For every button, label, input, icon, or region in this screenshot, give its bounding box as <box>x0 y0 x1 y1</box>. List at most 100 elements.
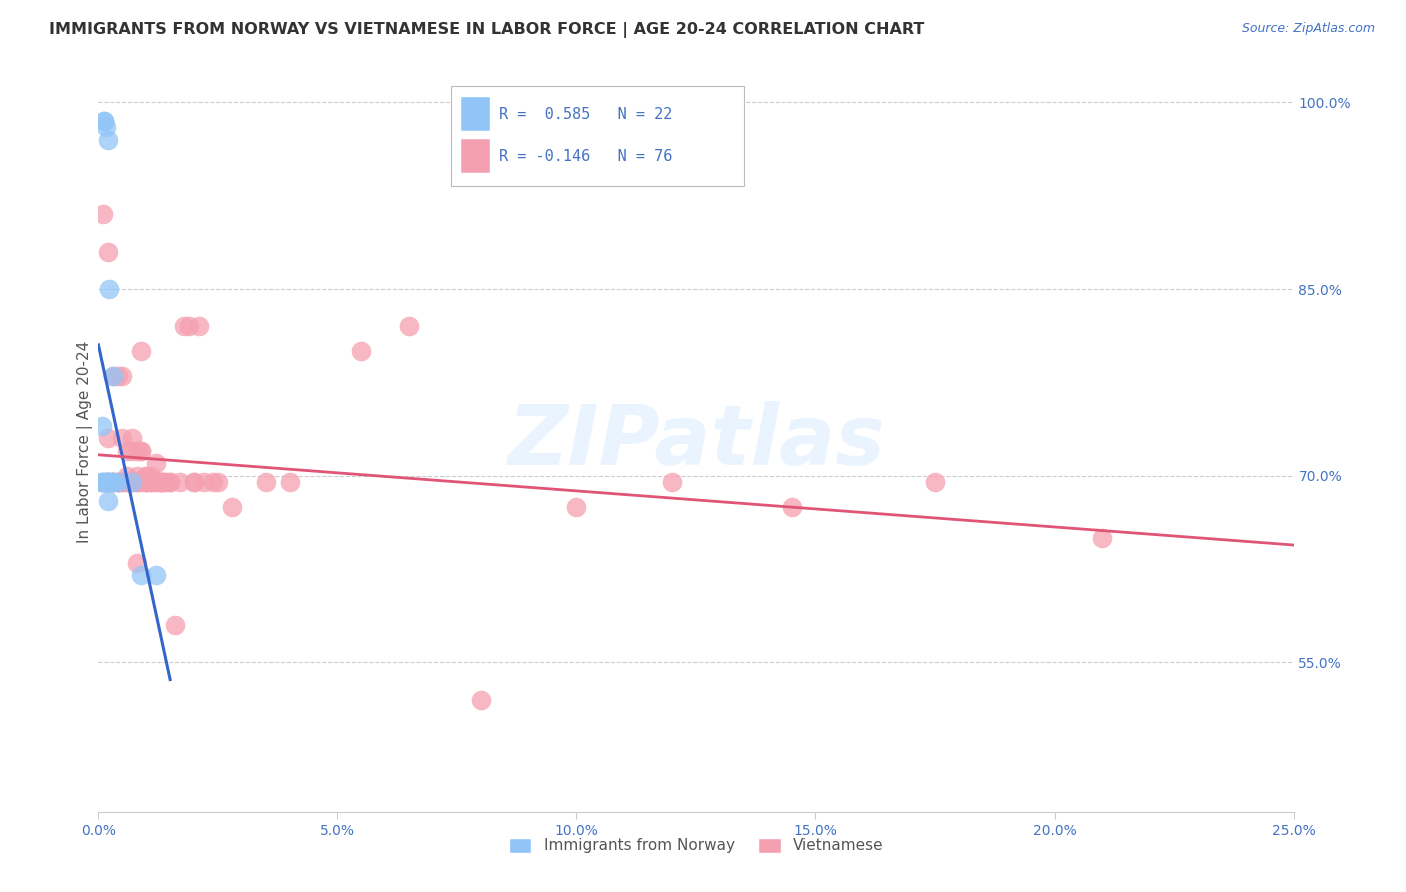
Point <box>111 369 134 384</box>
Text: R = -0.146   N = 76: R = -0.146 N = 76 <box>499 149 672 164</box>
Point <box>98 475 122 489</box>
Point <box>107 475 129 489</box>
Point <box>202 475 225 489</box>
Point <box>131 475 153 489</box>
Text: ZIPatlas: ZIPatlas <box>508 401 884 482</box>
Point <box>94 120 117 135</box>
Point <box>101 475 124 489</box>
Point <box>135 475 157 489</box>
Point <box>125 556 148 570</box>
FancyBboxPatch shape <box>461 97 491 130</box>
Point <box>101 475 124 489</box>
Point <box>97 493 120 508</box>
Point <box>135 475 157 489</box>
Y-axis label: In Labor Force | Age 20-24: In Labor Force | Age 20-24 <box>77 341 93 542</box>
Point <box>111 475 134 489</box>
Point <box>565 500 588 514</box>
Point <box>135 468 157 483</box>
Point <box>145 475 167 489</box>
Point <box>179 319 201 334</box>
Point <box>131 443 153 458</box>
FancyBboxPatch shape <box>451 87 744 186</box>
Point <box>139 475 162 489</box>
Point <box>125 475 148 489</box>
Point <box>780 500 803 514</box>
Point <box>149 475 172 489</box>
Point <box>111 432 134 446</box>
Point <box>115 443 138 458</box>
Point <box>173 319 195 334</box>
Text: IMMIGRANTS FROM NORWAY VS VIETNAMESE IN LABOR FORCE | AGE 20-24 CORRELATION CHAR: IMMIGRANTS FROM NORWAY VS VIETNAMESE IN … <box>49 22 925 38</box>
Point <box>207 475 229 489</box>
Point <box>1091 531 1114 545</box>
Point <box>107 475 129 489</box>
Point <box>183 475 205 489</box>
Point <box>159 475 181 489</box>
Point <box>139 468 162 483</box>
Point <box>169 475 191 489</box>
Point <box>101 369 124 384</box>
Point <box>121 432 143 446</box>
Point <box>163 618 186 632</box>
Point <box>97 282 120 296</box>
Point <box>94 475 117 489</box>
Point <box>91 419 114 434</box>
Point <box>125 468 148 483</box>
Point <box>91 475 114 489</box>
Point <box>350 344 373 359</box>
Point <box>97 475 120 489</box>
Point <box>183 475 205 489</box>
Point <box>101 475 124 489</box>
Point <box>101 369 124 384</box>
Point <box>145 456 167 470</box>
Point <box>115 475 138 489</box>
Point <box>125 475 148 489</box>
Point <box>101 475 124 489</box>
Point <box>91 475 114 489</box>
Point <box>470 692 492 706</box>
Point <box>107 475 129 489</box>
Point <box>121 475 143 489</box>
Point <box>93 114 115 128</box>
Point <box>135 468 157 483</box>
Point <box>139 475 162 489</box>
Point <box>97 475 120 489</box>
Point <box>155 475 177 489</box>
Point <box>107 369 129 384</box>
Point <box>97 475 120 489</box>
Point <box>111 475 134 489</box>
Point <box>107 475 129 489</box>
Text: R =  0.585   N = 22: R = 0.585 N = 22 <box>499 107 672 122</box>
Point <box>90 475 112 489</box>
Point <box>149 475 172 489</box>
Point <box>149 475 172 489</box>
Point <box>221 500 243 514</box>
Point <box>398 319 420 334</box>
Point <box>94 475 117 489</box>
Point <box>145 568 167 582</box>
Point <box>97 244 120 259</box>
Point <box>131 443 153 458</box>
Point <box>187 319 209 334</box>
Point <box>155 475 177 489</box>
Point <box>115 468 138 483</box>
Point <box>125 443 148 458</box>
Point <box>131 568 153 582</box>
Point <box>121 475 143 489</box>
Point <box>91 475 114 489</box>
Point <box>115 475 138 489</box>
Point <box>97 432 120 446</box>
Point <box>101 475 124 489</box>
Point <box>121 475 143 489</box>
Point <box>278 475 301 489</box>
Legend: Immigrants from Norway, Vietnamese: Immigrants from Norway, Vietnamese <box>502 831 890 860</box>
Point <box>96 475 118 489</box>
Point <box>131 344 153 359</box>
FancyBboxPatch shape <box>461 139 491 173</box>
Point <box>149 475 172 489</box>
Point <box>145 475 167 489</box>
Text: Source: ZipAtlas.com: Source: ZipAtlas.com <box>1241 22 1375 36</box>
Point <box>924 475 946 489</box>
Point <box>121 443 143 458</box>
Point <box>193 475 215 489</box>
